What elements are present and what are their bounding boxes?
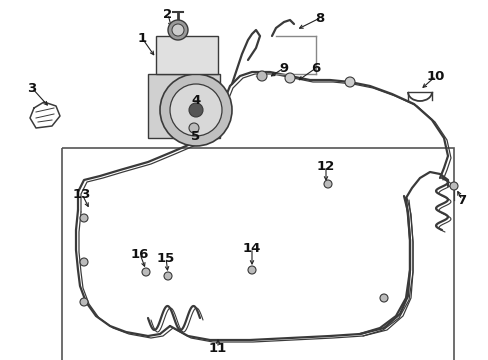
Text: 12: 12	[316, 159, 334, 172]
Circle shape	[168, 20, 187, 40]
Text: 16: 16	[131, 248, 149, 261]
Text: 9: 9	[279, 62, 288, 75]
Text: 6: 6	[311, 62, 320, 75]
Circle shape	[379, 294, 387, 302]
Circle shape	[80, 258, 88, 266]
Circle shape	[285, 73, 294, 83]
Circle shape	[449, 182, 457, 190]
Circle shape	[172, 24, 183, 36]
Circle shape	[189, 123, 199, 133]
Text: 10: 10	[426, 69, 444, 82]
Circle shape	[189, 103, 203, 117]
Text: 11: 11	[208, 342, 226, 355]
Text: 8: 8	[315, 12, 324, 24]
Circle shape	[142, 268, 150, 276]
Text: 7: 7	[456, 194, 466, 207]
Text: 13: 13	[73, 188, 91, 201]
Circle shape	[170, 84, 222, 136]
Circle shape	[257, 71, 266, 81]
Circle shape	[247, 266, 256, 274]
Text: 3: 3	[27, 81, 37, 94]
Text: 15: 15	[157, 252, 175, 265]
Text: 1: 1	[137, 31, 146, 45]
Circle shape	[160, 74, 231, 146]
Text: 4: 4	[191, 94, 200, 107]
Circle shape	[80, 214, 88, 222]
Circle shape	[345, 77, 354, 87]
Text: 14: 14	[243, 242, 261, 255]
Bar	[156, 36, 218, 74]
Circle shape	[163, 272, 172, 280]
Text: 5: 5	[191, 130, 200, 143]
Circle shape	[324, 180, 331, 188]
Circle shape	[80, 298, 88, 306]
Text: 2: 2	[163, 8, 172, 21]
Bar	[148, 74, 220, 138]
Bar	[62, 148, 453, 360]
